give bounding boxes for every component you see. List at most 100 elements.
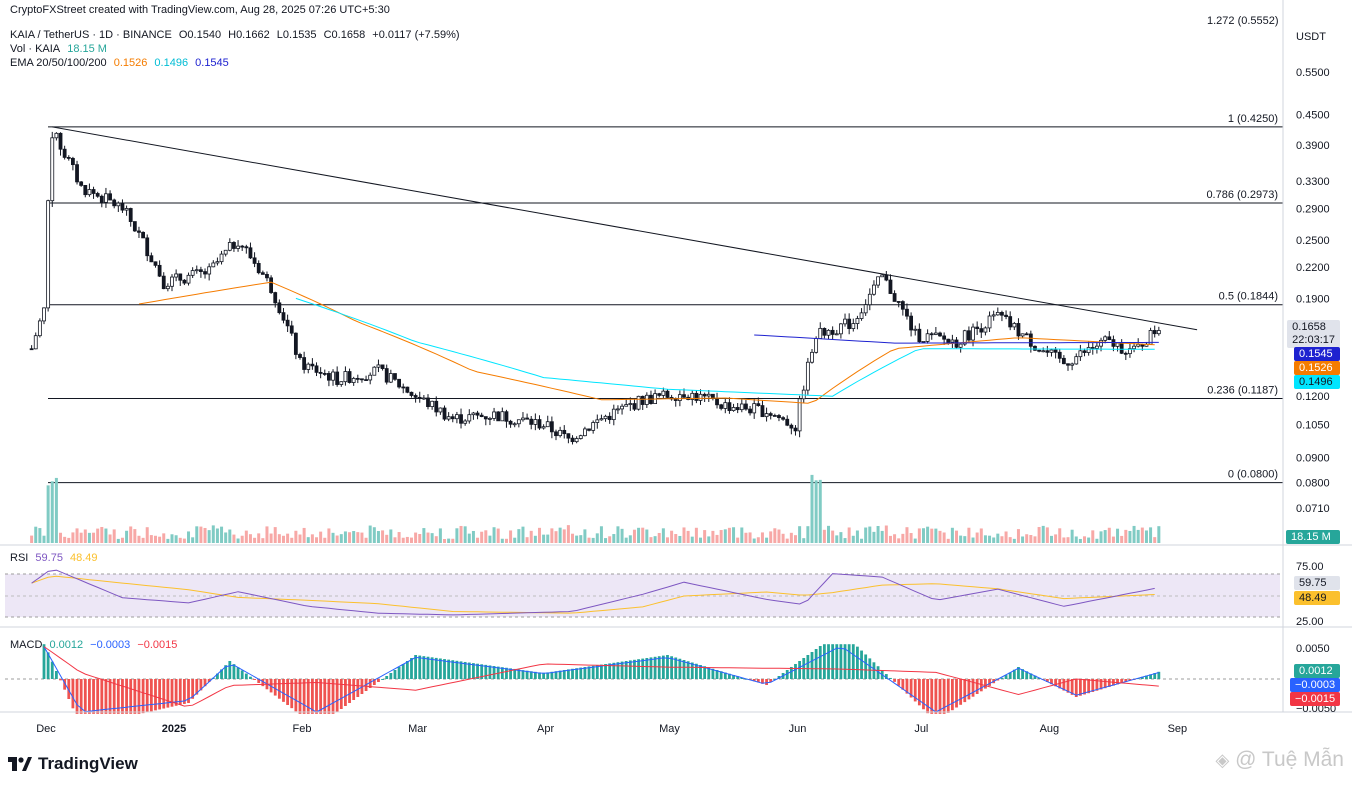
- macd-bar: [1054, 679, 1058, 687]
- macd-bar: [583, 667, 587, 679]
- candle-body: [843, 318, 847, 325]
- macd-bar: [723, 672, 727, 679]
- candle-body: [1082, 350, 1087, 353]
- macd-bar: [930, 679, 934, 714]
- volume-bar: [492, 527, 496, 543]
- macd-bar: [608, 663, 612, 679]
- macd-bar: [1128, 679, 1132, 681]
- symbol-legend: KAIA / TetherUS · 1D · BINANCE O0.1540 H…: [10, 29, 464, 41]
- macd-bar: [121, 679, 124, 714]
- macd-bar: [104, 679, 108, 714]
- macd-bar: [476, 663, 479, 679]
- macd-bar: [236, 667, 240, 679]
- macd-bar: [46, 652, 50, 679]
- price-tick: 0.2200: [1296, 262, 1330, 274]
- macd-bar: [616, 662, 620, 679]
- macd-bar: [273, 679, 277, 696]
- macd-bar: [348, 679, 351, 703]
- candle-body: [801, 389, 806, 400]
- candlesticks: [29, 131, 1161, 445]
- macd-bar: [306, 679, 310, 714]
- volume-bar: [112, 529, 116, 543]
- candle-body: [727, 402, 732, 411]
- volume-value: 18.15 M: [67, 43, 107, 55]
- volume-bar: [306, 537, 310, 543]
- candle-body: [364, 379, 368, 381]
- volume-bar: [699, 537, 703, 543]
- macd-bar: [83, 679, 87, 714]
- volume-bar: [591, 537, 595, 543]
- volume-bar: [1116, 528, 1120, 543]
- volume-bar: [740, 527, 744, 543]
- volume-bar: [455, 528, 459, 543]
- macd-bar: [182, 679, 186, 704]
- candle-body: [599, 418, 604, 421]
- macd-bar: [579, 667, 583, 679]
- macd-bar: [294, 679, 298, 712]
- volume-bar: [719, 530, 723, 543]
- volume-bar: [732, 527, 736, 543]
- candle-body: [37, 320, 42, 337]
- macd-bar: [240, 670, 244, 679]
- volume-bar: [736, 537, 740, 543]
- macd-bar: [249, 676, 252, 679]
- macd-bar: [472, 663, 475, 679]
- candle-body: [285, 319, 290, 327]
- low-value: L0.1535: [276, 29, 317, 41]
- volume-bar: [521, 526, 525, 543]
- symbol-name[interactable]: KAIA / TetherUS · 1D · BINANCE: [10, 29, 172, 41]
- volume-bar: [1049, 535, 1053, 543]
- candle-body: [376, 364, 381, 368]
- candle-body: [165, 285, 170, 290]
- macd-bar: [162, 679, 166, 709]
- rsi-legend[interactable]: RSI 59.75 48.49: [10, 552, 102, 564]
- rsi-tick-25: 25.00: [1296, 616, 1324, 628]
- rsi-tick-75: 75.00: [1296, 561, 1324, 573]
- volume-bar: [203, 527, 207, 543]
- macd-bar: [158, 679, 162, 710]
- volume-bar: [471, 530, 475, 543]
- macd-bar: [59, 679, 62, 681]
- macd-bar: [633, 659, 636, 679]
- price-tick: 0.0710: [1296, 503, 1330, 515]
- volume-bar: [310, 534, 314, 543]
- macd-bar: [480, 664, 484, 679]
- currency-label: USDT: [1296, 31, 1326, 43]
- candle-body: [1103, 336, 1108, 341]
- time-label: Dec: [36, 723, 56, 735]
- ema-legend[interactable]: EMA 20/50/100/200 0.1526 0.1496 0.1545: [10, 57, 233, 69]
- volume-bar: [393, 537, 397, 543]
- macd-bar: [909, 679, 913, 698]
- candle-body: [207, 266, 212, 275]
- macd-bar: [984, 679, 987, 689]
- candle-body: [1078, 350, 1083, 358]
- candle-body: [372, 366, 377, 376]
- macd-legend[interactable]: MACD 0.0012 −0.0003 −0.0015: [10, 639, 181, 651]
- candle-body: [467, 414, 472, 422]
- candle-body: [834, 333, 839, 336]
- candle-body: [446, 416, 451, 420]
- volume-bar: [1132, 525, 1136, 543]
- volume-bar: [893, 534, 897, 543]
- volume-legend[interactable]: Vol · KAIA 18.15 M: [10, 43, 111, 55]
- macd-bar: [178, 679, 182, 705]
- volume-bar: [566, 525, 570, 543]
- fib-label: 0 (0.0800): [1228, 469, 1278, 481]
- tradingview-logo[interactable]: TradingView: [8, 754, 138, 774]
- macd-bar: [789, 667, 793, 679]
- macd-bar: [917, 679, 921, 706]
- fib-labels: 1 (0.4250) 0.786 (0.2973) 0.5 (0.1844) 0.23…: [1206, 113, 1278, 481]
- volume-bar: [831, 530, 835, 543]
- macd-bar: [901, 679, 905, 690]
- macd-bar: [92, 679, 95, 714]
- high-value: H0.1662: [228, 29, 270, 41]
- volume-bar: [571, 533, 575, 543]
- candle-body: [900, 301, 905, 310]
- macd-bar: [141, 679, 145, 714]
- macd-bar: [451, 660, 455, 679]
- candle-body: [409, 391, 414, 396]
- candle-body: [426, 397, 430, 407]
- candle-body: [756, 403, 761, 406]
- rsi-label: RSI: [10, 552, 29, 564]
- macd-bar: [550, 671, 554, 679]
